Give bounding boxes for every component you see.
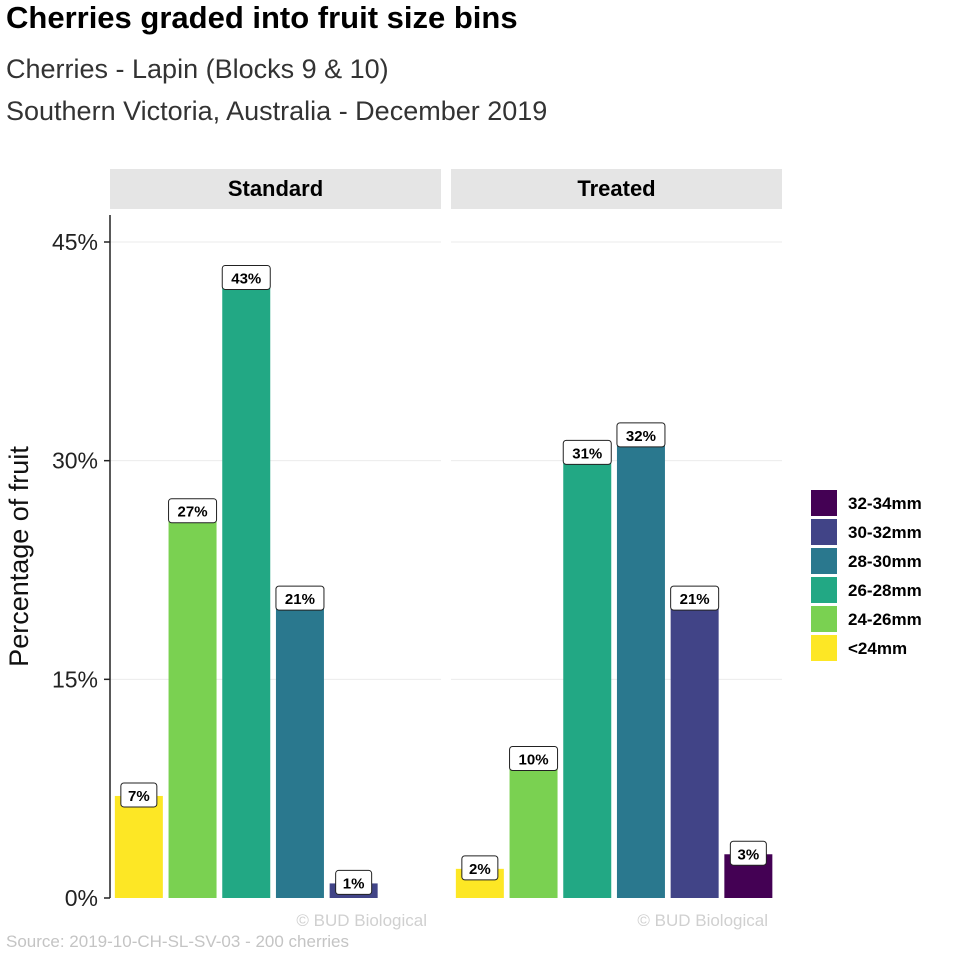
- data-label: 21%: [285, 591, 315, 608]
- facet-strip-label: Treated: [577, 176, 655, 201]
- data-label-box: [120, 782, 158, 808]
- data-label-box: [461, 855, 499, 881]
- data-label-box: [670, 585, 720, 611]
- data-label-box: [729, 840, 767, 866]
- data-label: 21%: [680, 591, 710, 608]
- legend-swatch: [811, 490, 837, 516]
- chart-subtitle-location: Southern Victoria, Australia - December …: [6, 96, 548, 126]
- data-label-box: [335, 869, 373, 895]
- data-label: 31%: [572, 445, 602, 462]
- bar-treated: [563, 453, 612, 898]
- y-tick-label: 30%: [52, 448, 98, 474]
- bar-standard: [114, 795, 163, 898]
- bar-standard: [222, 278, 271, 898]
- legend-label: <24mm: [848, 639, 907, 658]
- bar-treated: [670, 599, 719, 898]
- legend-swatch: [811, 635, 837, 661]
- legend-label: 32-34mm: [848, 494, 922, 513]
- data-label-box: [275, 585, 325, 611]
- legend-label: 26-28mm: [848, 581, 922, 600]
- legend-swatch: [811, 548, 837, 574]
- watermark: © BUD Biological: [637, 911, 768, 930]
- facet-strip-label: Standard: [228, 176, 323, 201]
- data-label-box: [509, 746, 559, 772]
- watermark: © BUD Biological: [296, 911, 427, 930]
- data-label-box: [221, 264, 271, 290]
- bar-standard: [168, 511, 217, 898]
- y-tick-label: 45%: [52, 229, 98, 255]
- data-label: 2%: [469, 861, 491, 878]
- facet-strip: [110, 169, 441, 209]
- data-label: 43%: [231, 270, 261, 287]
- data-label: 1%: [343, 875, 365, 892]
- chart-caption: Source: 2019-10-CH-SL-SV-03 - 200 cherri…: [6, 932, 349, 951]
- legend-swatch: [811, 606, 837, 632]
- data-label: 27%: [178, 504, 208, 521]
- bar-treated: [616, 435, 665, 898]
- y-tick-label: 0%: [65, 885, 98, 911]
- data-label-box: [616, 422, 666, 448]
- y-tick-label: 15%: [52, 666, 98, 692]
- data-label: 3%: [738, 846, 760, 863]
- data-label: 7%: [128, 788, 150, 805]
- chart-title: Cherries graded into fruit size bins: [6, 0, 518, 35]
- data-label: 32%: [626, 428, 656, 445]
- bar-treated: [509, 759, 558, 898]
- legend-label: 30-32mm: [848, 523, 922, 542]
- legend-swatch: [811, 519, 837, 545]
- legend-label: 24-26mm: [848, 610, 922, 629]
- data-label: 10%: [519, 752, 549, 769]
- bar-standard: [275, 599, 324, 898]
- facet-strip: [451, 169, 782, 209]
- legend-swatch: [811, 577, 837, 603]
- data-label-box: [168, 498, 218, 524]
- data-label-box: [562, 439, 612, 465]
- y-axis-title: Percentage of fruit: [4, 446, 34, 667]
- legend-label: 28-30mm: [848, 552, 922, 571]
- chart-subtitle-variety: Cherries - Lapin (Blocks 9 & 10): [6, 54, 389, 84]
